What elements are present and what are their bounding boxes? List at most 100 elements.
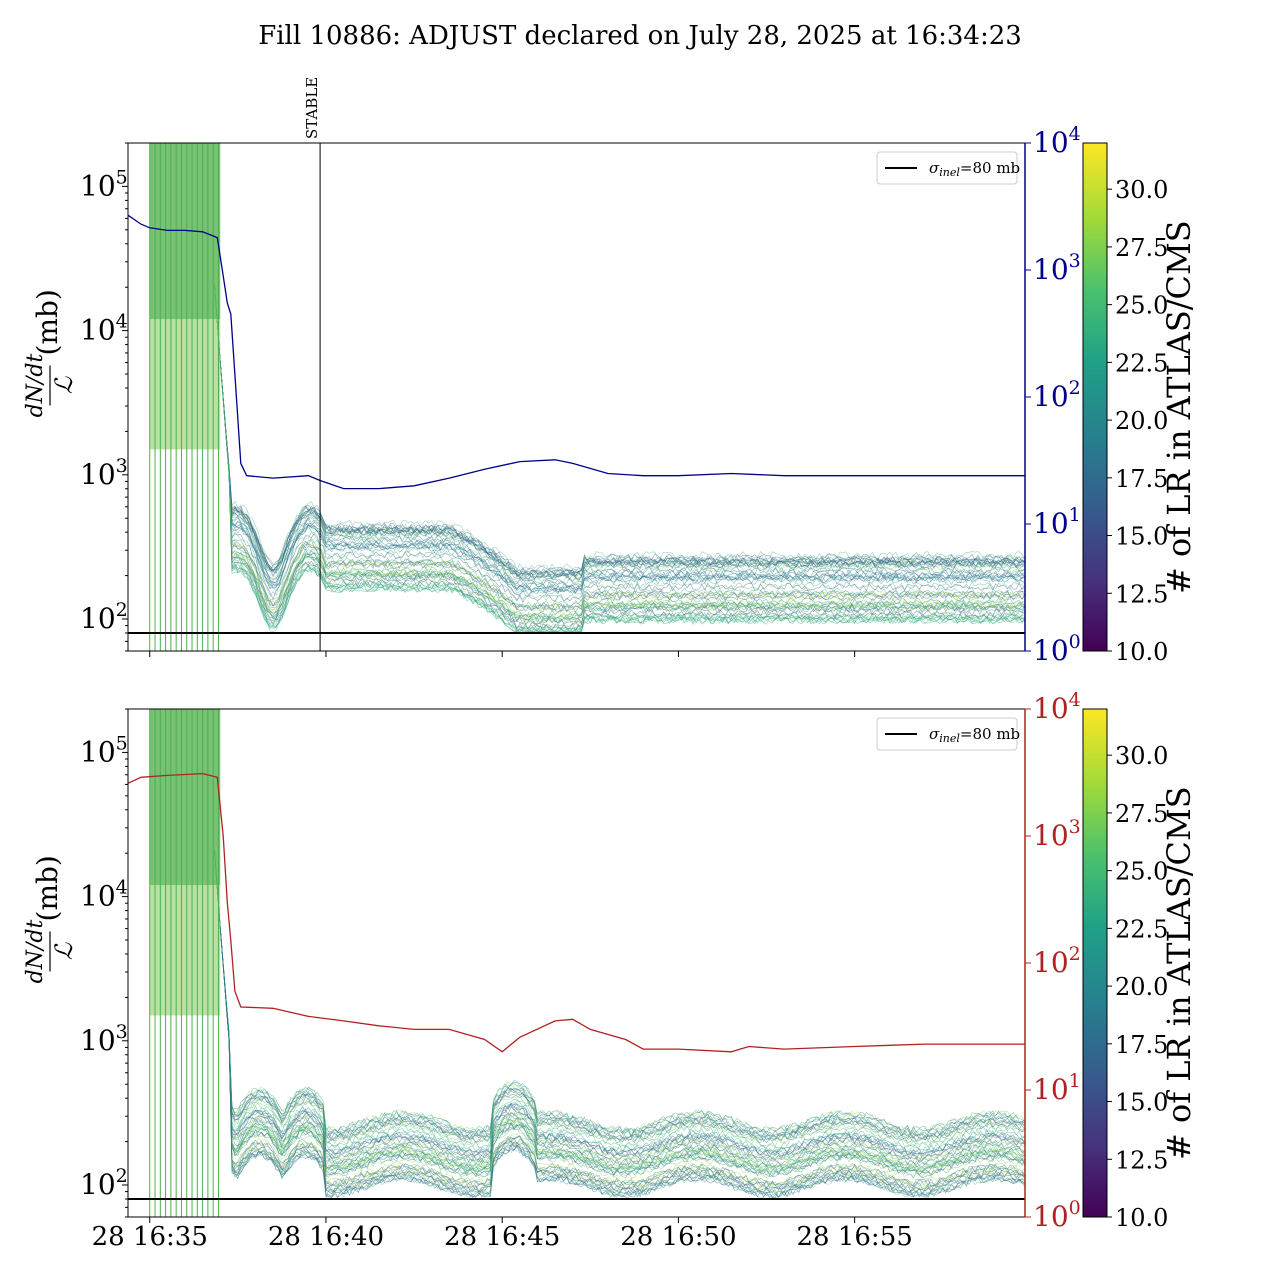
- lr-trace: [214, 849, 1025, 1170]
- lr-trace: [214, 849, 1025, 1174]
- x-tick-label: 28 16:45: [444, 1222, 560, 1252]
- legend-label: σinel=80 mb: [929, 725, 1020, 745]
- lr-trace: [214, 283, 1025, 585]
- lr-trace: [214, 849, 1025, 1162]
- right-y-tick-label: 104: [1033, 123, 1081, 159]
- lr-trace: [214, 849, 1025, 1164]
- lr-traces: [214, 849, 1025, 1198]
- lr-trace: [214, 849, 1025, 1153]
- lr-trace: [214, 849, 1025, 1177]
- y-tick-label: 103: [80, 455, 128, 491]
- blue-series-line: [128, 214, 1025, 490]
- lr-trace: [214, 849, 1025, 1157]
- colorbar-tick-label: 10.0: [1115, 1204, 1168, 1232]
- colorbar-tick-label: 15.0: [1115, 523, 1168, 551]
- right-y-tick-label: 100: [1033, 1197, 1081, 1233]
- lr-trace: [214, 283, 1025, 622]
- x-tick-label: 28 16:40: [268, 1222, 384, 1252]
- lr-trace: [214, 849, 1025, 1193]
- lr-trace: [214, 283, 1025, 625]
- lr-trace: [214, 849, 1025, 1158]
- right-y-tick-label: 102: [1033, 377, 1081, 413]
- colorbar: [1082, 142, 1108, 652]
- lr-trace: [214, 849, 1025, 1176]
- lr-trace: [214, 850, 1025, 1198]
- legend-label: σinel=80 mb: [929, 159, 1020, 179]
- lr-trace: [214, 849, 1025, 1144]
- x-tick-label: 28 16:35: [92, 1222, 208, 1252]
- lr-trace: [214, 283, 1025, 578]
- lr-trace: [214, 283, 1025, 573]
- lr-trace: [214, 284, 1025, 632]
- lr-trace: [214, 849, 1025, 1149]
- bottom-panel: 102 103 104 105 100 101 102 103 104 28 16:35 28 16…: [23, 689, 1198, 1252]
- lr-trace: [214, 283, 1025, 577]
- lr-trace: [214, 283, 1025, 579]
- lr-trace: [214, 849, 1025, 1163]
- lr-trace: [214, 283, 1025, 591]
- colorbar-tick-label: 30.0: [1115, 176, 1168, 204]
- lr-trace: [214, 283, 1025, 591]
- lr-trace: [214, 849, 1025, 1143]
- lr-trace: [214, 849, 1025, 1189]
- lr-trace: [214, 283, 1025, 632]
- lr-trace: [214, 850, 1025, 1198]
- lr-trace: [214, 283, 1025, 577]
- lr-trace: [214, 283, 1025, 612]
- lr-trace: [214, 849, 1025, 1161]
- lr-trace: [214, 283, 1025, 571]
- colorbar-tick-label: 27.5: [1115, 800, 1168, 828]
- lr-trace: [214, 283, 1025, 582]
- lr-trace: [214, 283, 1025, 586]
- y-label-denominator: ℒ: [50, 942, 78, 960]
- y-tick-label: 105: [80, 166, 128, 202]
- y-tick-label: 103: [80, 1021, 128, 1057]
- lr-trace: [214, 283, 1025, 602]
- lr-trace: [214, 283, 1025, 623]
- lr-trace: [214, 849, 1025, 1155]
- colorbar-tick-label: 22.5: [1115, 915, 1168, 943]
- lr-trace: [214, 283, 1025, 610]
- colorbar-tick-label: 27.5: [1115, 234, 1168, 262]
- x-tick-label: 28 16:50: [620, 1222, 736, 1252]
- lr-trace: [214, 283, 1025, 620]
- colorbar-label: # of LR in ATLAS/CMS: [1160, 786, 1198, 1160]
- lr-trace: [214, 849, 1025, 1134]
- lr-trace: [214, 283, 1025, 608]
- lr-trace: [214, 283, 1025, 621]
- colorbar-tick-label: 20.0: [1115, 973, 1168, 1001]
- lr-trace: [214, 283, 1025, 595]
- colorbar-tick-label: 25.0: [1115, 858, 1168, 886]
- legend-box: [876, 151, 1018, 185]
- lr-trace: [214, 849, 1025, 1141]
- legend-box: [876, 717, 1018, 751]
- lr-trace: [214, 283, 1025, 581]
- colorbar-tick-label: 17.5: [1115, 1031, 1168, 1059]
- colorbar-tick-label: 17.5: [1115, 465, 1168, 493]
- lr-trace: [214, 284, 1025, 632]
- y-tick-label: 102: [80, 1165, 128, 1201]
- lr-trace: [214, 284, 1025, 633]
- lr-trace: [214, 849, 1025, 1177]
- lr-trace: [214, 283, 1025, 603]
- colorbar-tick-label: 30.0: [1115, 742, 1168, 770]
- lr-trace: [214, 283, 1025, 596]
- colorbar-tick-label: 20.0: [1115, 407, 1168, 435]
- colorbar: [1082, 708, 1108, 1218]
- pre-adjust-band: [149, 709, 221, 886]
- pre-adjust-verticals: [149, 143, 219, 651]
- lr-trace: [214, 849, 1025, 1195]
- colorbar-tick-label: 22.5: [1115, 349, 1168, 377]
- colorbar-label: # of LR in ATLAS/CMS: [1160, 220, 1198, 594]
- lr-traces: [214, 283, 1025, 633]
- pre-adjust-verticals: [149, 709, 219, 1217]
- right-y-tick-label: 101: [1033, 1070, 1081, 1106]
- lr-trace: [214, 849, 1025, 1137]
- colorbar-tick-label: 12.5: [1115, 1146, 1168, 1174]
- axes-frame: [127, 708, 1026, 1218]
- plot-area: [128, 143, 1025, 651]
- y-tick-label: 104: [80, 877, 128, 913]
- lr-trace: [214, 849, 1025, 1144]
- lr-trace: [214, 283, 1025, 581]
